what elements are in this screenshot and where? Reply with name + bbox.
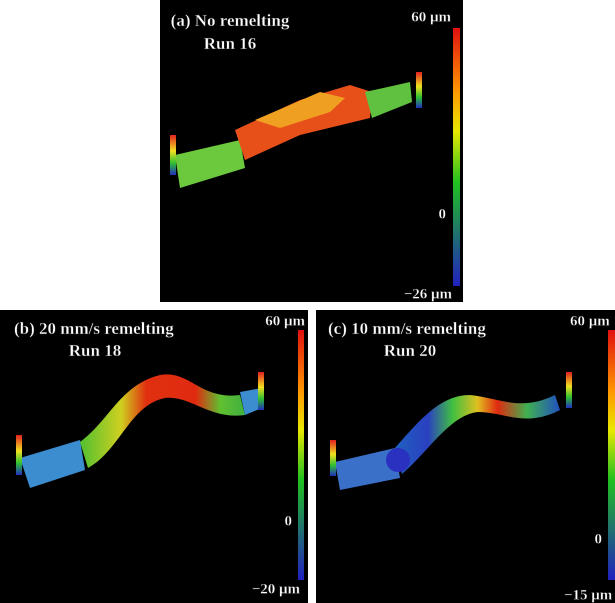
color-bar (608, 330, 615, 580)
scale-zero: 0 (285, 513, 293, 529)
run-label: Run 18 (69, 341, 121, 360)
panel-title: (c) 10 mm/s remelting (328, 319, 486, 338)
scale-zero: 0 (595, 531, 603, 547)
scale-min: −15 μm (564, 587, 613, 603)
surface (80, 374, 245, 468)
scale-min: −20 μm (252, 581, 301, 597)
panel-title: (b) 20 mm/s remelting (14, 319, 174, 338)
color-bar (453, 28, 460, 286)
scale-max: 60 μm (411, 9, 451, 25)
panel-title: (a) No remelting (171, 11, 290, 30)
panel-a: (a) No remelting Run 16 60 μm 0 −26 μm (160, 0, 463, 303)
scale-zero: 0 (439, 206, 447, 222)
surface (395, 395, 560, 474)
post (258, 372, 264, 410)
surface (335, 448, 400, 490)
post (566, 372, 572, 408)
scale-min: −26 μm (404, 286, 453, 302)
color-bar (298, 330, 304, 580)
run-label: Run 16 (204, 34, 256, 53)
panel-c: (c) 10 mm/s remelting Run 20 60 μm 0 −15… (316, 310, 615, 603)
post (170, 135, 176, 175)
run-label: Run 20 (384, 341, 436, 360)
post (416, 72, 422, 108)
surface (365, 82, 412, 118)
surface (175, 140, 245, 188)
panel-b: (b) 20 mm/s remelting Run 18 60 μm 0 −20… (0, 310, 308, 603)
scale-max: 60 μm (570, 313, 610, 329)
surface (20, 440, 85, 488)
surface (255, 92, 345, 128)
scale-max: 60 μm (265, 313, 305, 329)
surface (386, 448, 410, 472)
surface (240, 388, 262, 415)
post (16, 435, 22, 475)
post (330, 440, 336, 476)
